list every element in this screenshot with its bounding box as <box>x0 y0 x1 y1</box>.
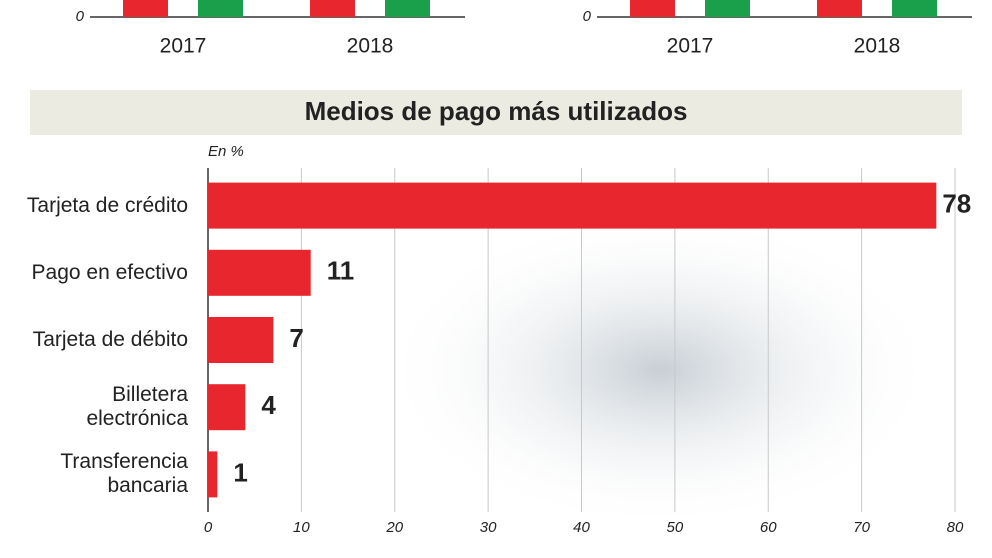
category-label: Billetera electrónica <box>86 383 188 431</box>
category-label: Tarjeta de crédito <box>26 193 188 217</box>
bar-stub <box>630 0 675 17</box>
bar <box>208 249 311 296</box>
y-tick-label: 0 <box>583 8 592 25</box>
x-tick-label: 2017 <box>667 35 714 58</box>
x-tick-label: 2017 <box>160 35 207 58</box>
value-label: 78 <box>942 188 971 218</box>
title-band <box>30 90 962 135</box>
x-tick-label: 70 <box>853 519 870 536</box>
x-tick-label: 2018 <box>347 35 394 58</box>
bar-stub <box>310 0 355 17</box>
x-tick-label: 80 <box>947 519 964 536</box>
bar <box>208 317 274 363</box>
x-tick-label: 40 <box>573 519 590 536</box>
bar-stub <box>892 0 937 17</box>
y-tick-label: 0 <box>76 8 85 25</box>
bar-stub <box>123 0 168 17</box>
chart-title: Medios de pago más utilizados <box>305 96 688 126</box>
value-label: 7 <box>289 323 303 353</box>
x-tick-label: 20 <box>385 519 403 536</box>
bar <box>208 182 937 229</box>
x-tick-label: 10 <box>293 519 310 536</box>
x-tick-label: 0 <box>204 519 213 536</box>
x-tick-label: 2018 <box>854 35 901 58</box>
photo-backdrop <box>380 210 940 530</box>
bar-stub <box>705 0 750 17</box>
bar-stub <box>385 0 430 17</box>
value-label: 11 <box>327 256 355 286</box>
x-tick-label: 60 <box>760 519 777 536</box>
bar <box>208 451 218 498</box>
category-label: Pago en efectivo <box>31 260 188 284</box>
bar <box>208 384 246 431</box>
value-label: 4 <box>261 390 276 420</box>
unit-label: En % <box>208 143 244 160</box>
x-tick-label: 30 <box>480 519 497 536</box>
category-label: Tarjeta de débito <box>32 328 188 351</box>
value-label: 1 <box>233 457 247 487</box>
x-tick-label: 50 <box>667 519 684 536</box>
bar-stub <box>817 0 862 17</box>
bar-stub <box>198 0 243 17</box>
category-label: Transferencia bancaria <box>60 450 188 498</box>
